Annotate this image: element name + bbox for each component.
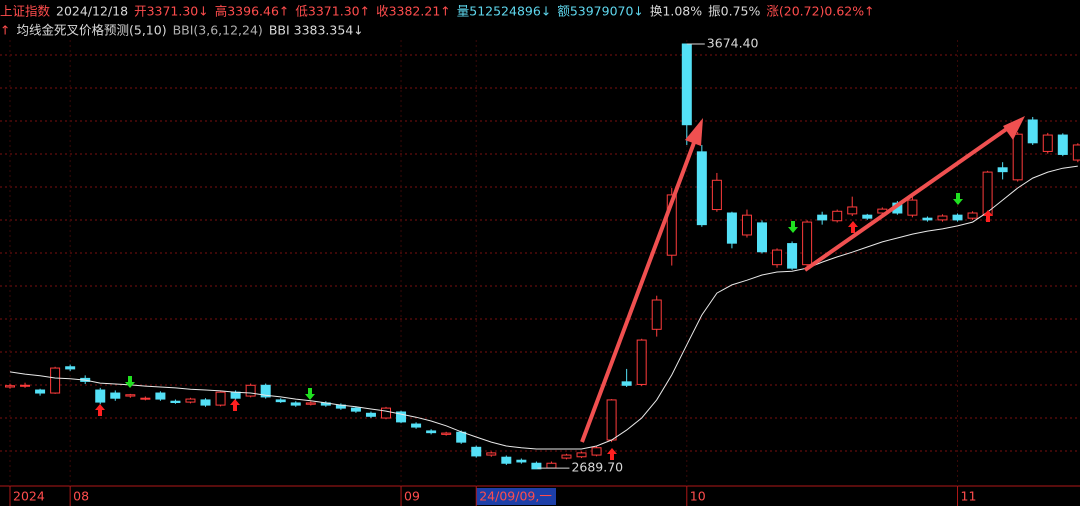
candle-body — [350, 407, 361, 412]
header-item: BBI(3,6,12,24) — [173, 23, 263, 38]
candle-body — [441, 432, 452, 435]
header-item: 振0.75% — [708, 4, 760, 19]
header-item: 低3371.30↑ — [295, 4, 370, 19]
candle-body — [411, 423, 422, 428]
x-tick-label: 09 — [404, 489, 420, 504]
header-item: 额53979070↓ — [557, 4, 644, 19]
candle-body — [561, 454, 572, 459]
candle-body — [832, 210, 843, 222]
candle-body — [50, 367, 61, 394]
candle-body — [140, 397, 151, 400]
x-tick-label: 10 — [690, 489, 706, 504]
candle-body — [907, 199, 918, 216]
candle-body — [245, 384, 256, 397]
x-tick-label: 2024 — [13, 489, 45, 504]
candle-body — [862, 214, 873, 219]
candle-body — [787, 243, 798, 269]
candle-body — [396, 411, 407, 423]
header-item: 上证指数 — [0, 4, 51, 19]
candle-body — [757, 222, 767, 253]
header-item: 收3382.21↑ — [376, 4, 451, 19]
candle-body — [471, 446, 482, 457]
candle-body — [65, 366, 76, 370]
trend-arrows — [580, 116, 1025, 443]
candle-body — [802, 221, 813, 266]
candle-body — [426, 430, 437, 434]
candle-body — [456, 431, 467, 443]
x-tick-label: 24/09/09,一 — [479, 489, 552, 504]
candle-body — [260, 384, 271, 398]
candle-body — [1057, 134, 1068, 155]
candle-body — [185, 398, 196, 403]
candle-body — [531, 462, 542, 470]
candle-body — [290, 402, 301, 406]
header-item: BBI 3383.354↓ — [269, 23, 364, 38]
candle-body — [711, 179, 722, 211]
candle-body — [365, 412, 376, 417]
candle-body — [20, 384, 31, 387]
header-item: 均线金死叉价格预测(5,10) — [16, 23, 166, 38]
candle-body — [215, 391, 226, 406]
candle-body — [200, 399, 211, 406]
candle-body — [486, 452, 497, 456]
candle-body — [726, 212, 737, 244]
cursor-label-bg — [476, 488, 556, 505]
candle-body — [1072, 144, 1080, 161]
x-tick-label: 08 — [73, 489, 89, 504]
candle-body — [606, 399, 617, 441]
header-item: 量512524896↓ — [457, 4, 552, 19]
candle-body — [952, 214, 963, 221]
candle-body — [125, 394, 136, 397]
annotation-label: 3674.40 — [707, 36, 759, 51]
candle-body — [305, 402, 316, 405]
bbi-line — [9, 165, 1078, 450]
header-item: 高3396.46↑ — [215, 4, 290, 19]
candle-body — [982, 171, 993, 216]
x-tick-label: 11 — [961, 489, 977, 504]
candle-body — [35, 389, 46, 394]
candle-body — [997, 167, 1008, 173]
candle-body — [621, 381, 632, 386]
candle-body — [576, 452, 587, 458]
candle-body — [381, 407, 391, 419]
candle-body — [546, 462, 557, 469]
candle-body — [636, 339, 647, 385]
header-item: ↑ — [0, 23, 10, 38]
candle-body — [922, 217, 933, 221]
candle-body — [741, 214, 752, 236]
header-item: 开3371.30↓ — [134, 4, 209, 19]
candle-body — [230, 391, 241, 399]
candle-body — [681, 43, 692, 126]
candle-body — [1012, 133, 1023, 181]
candle-body — [591, 447, 602, 456]
grid — [0, 54, 1080, 452]
candle-body — [155, 392, 166, 400]
header-item: 2024/12/18 — [56, 4, 128, 19]
candle-body — [5, 385, 15, 388]
candle-body — [95, 389, 106, 403]
annotation-label: 2689.70 — [571, 460, 623, 475]
candle-body — [817, 214, 828, 221]
header-item: 涨(20.72)0.62%↑ — [766, 4, 874, 19]
signal-arrows — [95, 193, 993, 460]
candle-body — [651, 299, 662, 330]
candle-body — [1042, 134, 1053, 152]
candle-body — [1027, 119, 1038, 144]
candle-body — [937, 215, 948, 221]
candle-body — [696, 151, 707, 226]
candle-body — [772, 249, 783, 266]
candle-body — [170, 400, 181, 404]
candle-body — [847, 206, 858, 215]
candle-body — [967, 212, 978, 219]
candle-body — [501, 456, 512, 464]
candle-body — [110, 392, 121, 399]
candle-body — [666, 194, 677, 256]
candle-body — [275, 399, 286, 403]
header-item: 换1.08% — [650, 4, 702, 19]
candle-body — [516, 459, 527, 463]
